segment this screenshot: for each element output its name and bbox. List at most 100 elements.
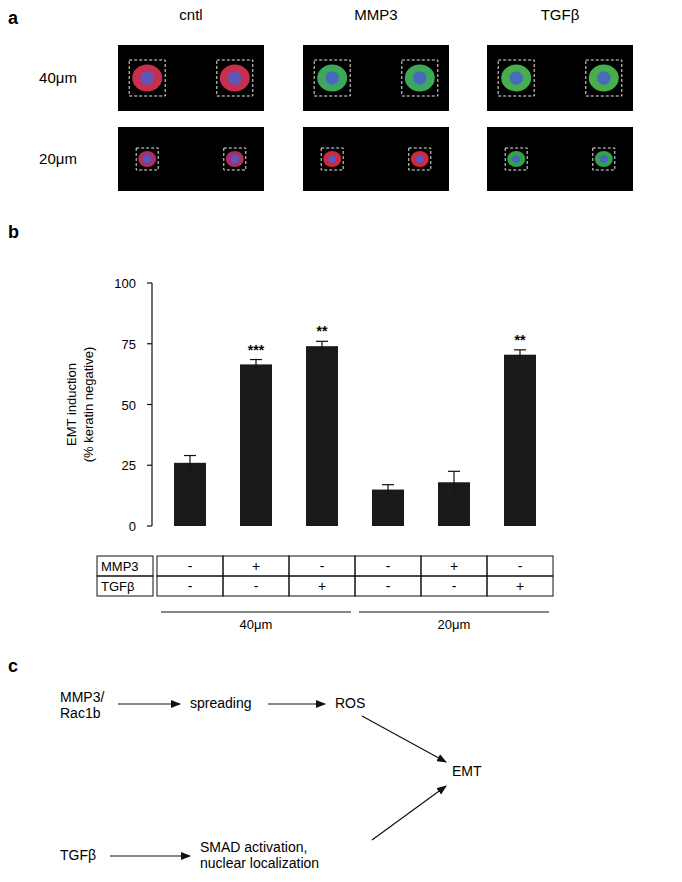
group-line bbox=[359, 611, 549, 612]
error-bar bbox=[514, 350, 526, 360]
nucleus bbox=[325, 71, 339, 85]
bar bbox=[174, 463, 206, 526]
error-bar bbox=[448, 471, 460, 493]
background bbox=[0, 0, 682, 882]
y-axis-label: (% keratin negative) bbox=[81, 347, 96, 463]
nucleus bbox=[140, 71, 154, 85]
nucleus bbox=[600, 155, 608, 163]
table-cell bbox=[355, 576, 421, 596]
group-line bbox=[161, 611, 351, 612]
y-tick bbox=[147, 525, 152, 526]
cell bbox=[317, 65, 347, 92]
bar bbox=[306, 346, 338, 526]
error-bar bbox=[250, 360, 262, 370]
row-label: 40μm bbox=[39, 69, 77, 86]
error-cap bbox=[448, 471, 460, 472]
selection-box bbox=[224, 148, 246, 170]
table-cell bbox=[355, 556, 421, 576]
condition-value: - bbox=[386, 558, 391, 574]
y-tick-label: 25 bbox=[122, 458, 136, 473]
bar bbox=[504, 355, 536, 526]
node-label: EMT bbox=[452, 763, 482, 779]
nucleus bbox=[231, 155, 239, 163]
error-cap bbox=[184, 455, 196, 456]
bar bbox=[372, 490, 404, 526]
micrograph bbox=[303, 127, 449, 191]
cell bbox=[589, 65, 619, 92]
node-label: SMAD activation, bbox=[200, 839, 307, 855]
condition-value: - bbox=[188, 558, 193, 574]
nucleus bbox=[597, 71, 611, 85]
error-stem bbox=[321, 341, 322, 351]
error-stem bbox=[387, 485, 388, 495]
significance: ** bbox=[317, 323, 328, 339]
cell bbox=[226, 151, 244, 167]
y-tick bbox=[147, 404, 152, 405]
selection-box bbox=[593, 148, 615, 170]
selection-box bbox=[498, 60, 534, 96]
table-cell bbox=[223, 556, 289, 576]
row-label: 20μm bbox=[39, 150, 77, 167]
table-cell bbox=[289, 556, 355, 576]
cell bbox=[132, 65, 162, 92]
nucleus bbox=[416, 155, 424, 163]
node-label: ROS bbox=[335, 695, 365, 711]
table-cell bbox=[97, 576, 153, 596]
node-label: Rac1b bbox=[60, 705, 101, 721]
condition-value: - bbox=[320, 558, 325, 574]
selection-box bbox=[129, 60, 165, 96]
panel-label: b bbox=[8, 222, 19, 242]
significance: ** bbox=[515, 332, 526, 348]
table-cell bbox=[421, 576, 487, 596]
column-header: cntl bbox=[179, 6, 202, 23]
node-label: spreading bbox=[190, 695, 252, 711]
cell bbox=[507, 151, 525, 167]
condition-value: - bbox=[188, 578, 193, 594]
y-tick-label: 100 bbox=[114, 276, 136, 291]
y-tick-label: 50 bbox=[122, 398, 136, 413]
cell bbox=[595, 151, 613, 167]
error-cap bbox=[250, 359, 262, 360]
arrow bbox=[118, 703, 180, 704]
arrow bbox=[268, 703, 325, 704]
y-axis-label: EMT induction bbox=[64, 363, 79, 446]
node-label: MMP3/ bbox=[60, 689, 104, 705]
cell bbox=[405, 65, 435, 92]
table-cell bbox=[223, 576, 289, 596]
y-tick-label: 75 bbox=[122, 337, 136, 352]
error-cap bbox=[382, 484, 394, 485]
condition-label: MMP3 bbox=[101, 559, 139, 574]
table-cell bbox=[487, 556, 553, 576]
condition-value: + bbox=[252, 558, 260, 574]
error-stem bbox=[519, 350, 520, 360]
condition-value: - bbox=[386, 578, 391, 594]
selection-box bbox=[409, 148, 431, 170]
condition-value: + bbox=[318, 578, 326, 594]
condition-value: + bbox=[516, 578, 524, 594]
nucleus bbox=[228, 71, 242, 85]
arrow bbox=[372, 786, 446, 840]
figure: a cntl MMP3 TGFβ 40μm 20μm b 0 25 50 75 100 EMT indu… bbox=[0, 0, 682, 882]
selection-box bbox=[505, 148, 527, 170]
table-cell bbox=[97, 556, 153, 576]
table-cell bbox=[157, 556, 223, 576]
y-tick bbox=[147, 465, 152, 466]
node-label: TGFβ bbox=[60, 847, 96, 863]
condition-value: - bbox=[452, 578, 457, 594]
error-stem bbox=[453, 471, 454, 493]
panel-label: a bbox=[8, 8, 19, 28]
cell bbox=[501, 65, 531, 92]
y-tick-label: 0 bbox=[129, 519, 136, 534]
condition-value: + bbox=[450, 558, 458, 574]
table-cell bbox=[289, 576, 355, 596]
selection-box bbox=[136, 148, 158, 170]
cell bbox=[138, 151, 156, 167]
bar bbox=[240, 364, 272, 526]
micrograph bbox=[118, 127, 264, 191]
error-bar bbox=[184, 456, 196, 471]
arrow bbox=[110, 855, 190, 856]
y-tick bbox=[147, 343, 152, 344]
error-stem bbox=[189, 456, 190, 471]
condition-value: - bbox=[518, 558, 523, 574]
micrograph bbox=[303, 45, 449, 111]
